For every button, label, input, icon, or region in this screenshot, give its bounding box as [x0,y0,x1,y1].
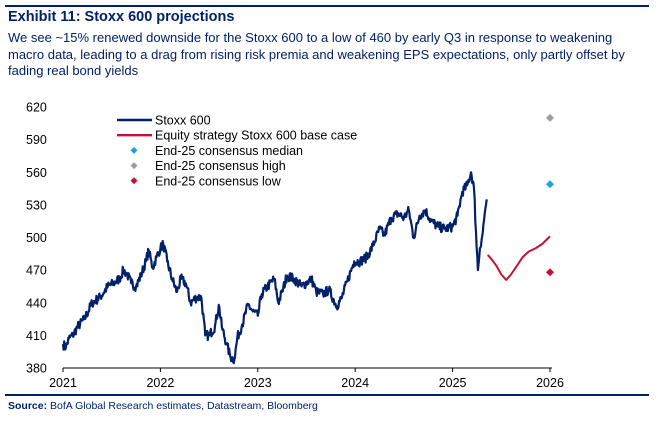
consensus-marker [546,268,554,277]
x-tick-label: 2024 [341,376,369,390]
x-tick-label: 2022 [146,376,174,390]
y-tick-label: 590 [26,133,47,147]
stoxx-600-line [61,171,488,365]
x-tick-label: 2023 [244,376,272,390]
x-tick-label: 2026 [536,376,564,390]
legend-label: Stoxx 600 [155,114,211,128]
y-tick-label: 470 [26,264,47,278]
legend-label: Equity strategy Stoxx 600 base case [155,129,357,143]
x-tick-label: 2021 [49,376,77,390]
x-tick-label: 2025 [439,376,467,390]
stoxx-600-projections-chart: 380 410 440 470 500 530 560 590 620 2021 2022 2023 2… [26,101,564,391]
source-label: Source: [8,400,48,412]
y-tick-label: 500 [26,231,47,245]
header-rule [5,5,649,7]
exhibit-subtitle: We see ~15% renewed downside for the Sto… [8,30,625,78]
legend-label: End-25 consensus median [155,144,303,158]
legend-swatch [130,146,138,154]
y-tick-label: 380 [26,362,47,376]
legend-label: End-25 consensus high [155,159,286,173]
source-note: Source: BofA Global Research estimates, … [8,400,318,412]
legend-label: End-25 consensus low [155,174,282,188]
y-tick-label: 410 [26,329,47,343]
y-tick-label: 440 [26,296,47,310]
y-tick-label: 530 [26,198,47,212]
y-tick-label: 620 [26,101,47,115]
legend-swatch [130,162,138,170]
consensus-marker [546,113,554,122]
consensus-marker [546,180,554,189]
exhibit-title: Exhibit 11: Stoxx 600 projections [8,9,235,25]
legend-swatch [130,177,138,185]
y-tick-label: 560 [26,166,47,180]
source-text: BofA Global Research estimates, Datastre… [50,400,318,412]
base-case-line [486,235,551,281]
footer-rule [5,394,649,396]
